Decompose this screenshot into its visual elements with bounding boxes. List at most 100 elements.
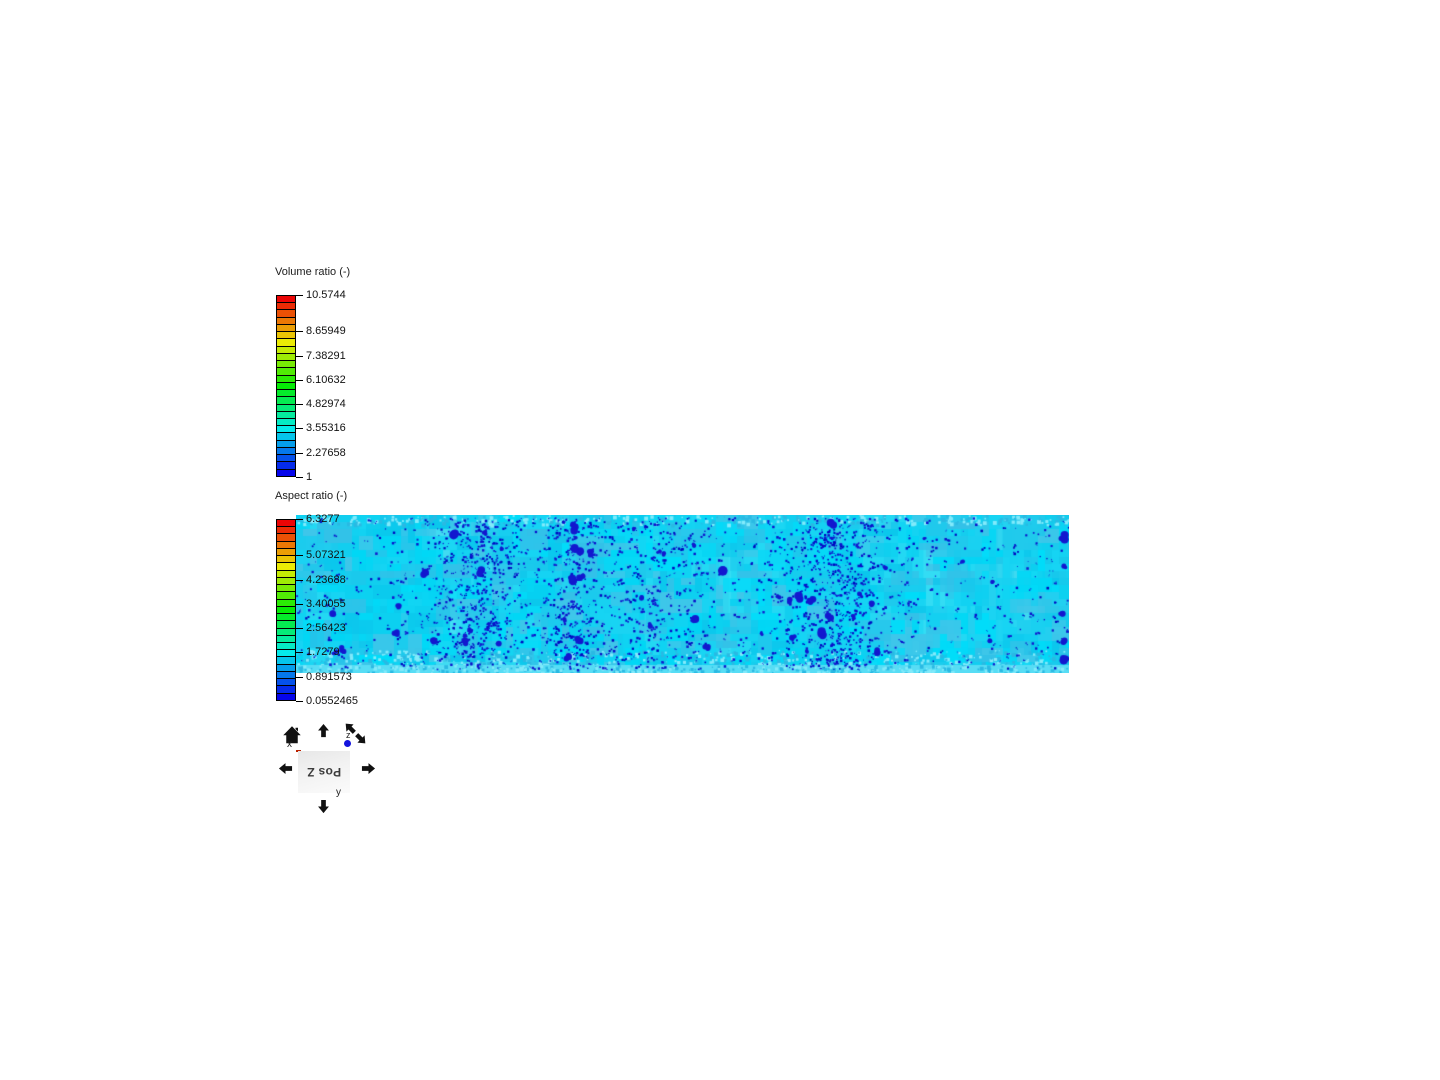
colorbar-segment [277,657,295,664]
pan-down-arrow-icon[interactable] [316,799,331,814]
colorbar-segment [277,426,295,433]
colorbar-segment [277,534,295,541]
x-axis-label: x [287,739,292,750]
colorbar-segment [277,628,295,635]
colorbar-segment [277,621,295,628]
y-axis-label: y [336,787,341,798]
legend-tick-label: 0.0552465 [306,695,358,707]
colorbar-segment [277,368,295,375]
colorbar-segment [277,296,295,303]
view-navigation-widget: z x Pos Z y [270,712,382,818]
colorbar-segment [277,332,295,339]
colorbar-segment [277,375,295,382]
legend-tick-line [296,701,303,702]
legend-tick-line [296,579,303,581]
colorbar-segment [277,303,295,310]
pan-left-arrow-icon[interactable] [278,761,293,776]
pan-up-arrow-icon[interactable] [316,723,331,738]
colorbar-segment [277,418,295,426]
z-origin-dot-icon [344,740,351,747]
colorbar-segment [277,411,295,418]
home-icon[interactable] [282,725,302,745]
colorbar-segment [277,397,295,404]
colorbar-segment [277,361,295,368]
colorbar-segment [277,353,295,361]
colorbar [276,295,296,477]
colorbar-segment [277,650,295,657]
legend-tick-label: 5.07321 [306,549,346,562]
legend-tick-label: 2.27658 [306,446,346,459]
legend-tick-label: 4.82974 [306,398,346,411]
colorbar-segment [277,606,295,614]
legend-tick-line [296,428,303,430]
colorbar-segment [277,390,295,397]
colorbar-segment [277,592,295,599]
colorbar-segment [277,635,295,642]
legend-tick-line [296,652,303,654]
colorbar-segment [277,563,295,570]
colorbar-segment [277,455,295,462]
view-cube-pos-z-button[interactable]: Pos Z [298,751,350,793]
colorbar-segment [277,324,295,332]
legend-tick-label: 10.5744 [306,289,346,301]
legend-tick-label: 2.56423 [306,622,346,635]
legend-tick-line [296,355,303,357]
pan-right-arrow-icon[interactable] [361,761,376,776]
colorbar-segment [277,679,295,686]
colorbar-segment [277,404,295,411]
colorbar [276,519,296,701]
colorbar-segment [277,339,295,346]
colorbar-segment [277,520,295,527]
colorbar-segment [277,642,295,650]
colorbar-segment [277,577,295,585]
colorbar-segment [277,447,295,455]
colorbar-segment [277,614,295,621]
view-cube-label: Pos Z [306,765,342,779]
colorbar-segment [277,317,295,324]
legend-tick-line [296,379,303,381]
colorbar-segment [277,693,295,700]
colorbar-segment [277,346,295,353]
rotate-up-left-arrow-icon[interactable] [343,721,357,735]
legend-tick-label: 7.38291 [306,349,346,362]
legend-title: Aspect ratio (-) [275,490,348,502]
mesh-viewport[interactable] [296,515,1069,673]
colorbar-segment [277,585,295,592]
legend-tick-label: 6.10632 [306,373,346,386]
legend-tick-line [296,331,303,333]
legend-tick-line [296,519,303,520]
colorbar-segment [277,599,295,606]
legend-tick-line [296,404,303,406]
colorbar-segment [277,686,295,693]
legend-tick-label: 3.55316 [306,422,346,435]
colorbar-segment [277,527,295,534]
legend-tick-label: 4.23688 [306,573,346,586]
colorbar-segment [277,541,295,548]
colorbar-segment [277,440,295,447]
legend-volume-ratio: Volume ratio (-) 10.5744 8.65949 7.38291 6.… [270,266,420,486]
rotate-down-right-arrow-icon[interactable] [354,732,368,746]
legend-tick-line [296,295,303,296]
colorbar-segment [277,548,295,556]
legend-tick-line [296,603,303,605]
legend-tick-line [296,555,303,557]
colorbar-segment [277,469,295,476]
legend-tick-label: 3.40055 [306,597,346,610]
legend-aspect-ratio: Aspect ratio (-) 6.3277 5.07321 4.23688 3.4… [270,490,420,710]
colorbar-segment [277,382,295,390]
legend-tick-line [296,676,303,678]
legend-tick-label: 0.891573 [306,670,352,683]
colorbar-segment [277,462,295,469]
colorbar-segment [277,310,295,317]
legend-tick-label: 1 [306,471,313,483]
colorbar-segment [277,671,295,679]
colorbar-segment [277,556,295,563]
legend-tick-line [296,452,303,454]
legend-tick-line [296,477,303,478]
z-axis-label: z [346,730,351,740]
legend-tick-label: 8.65949 [306,325,346,338]
colorbar-segment [277,433,295,440]
legend-title: Volume ratio (-) [275,266,351,278]
legend-tick-line [296,628,303,630]
